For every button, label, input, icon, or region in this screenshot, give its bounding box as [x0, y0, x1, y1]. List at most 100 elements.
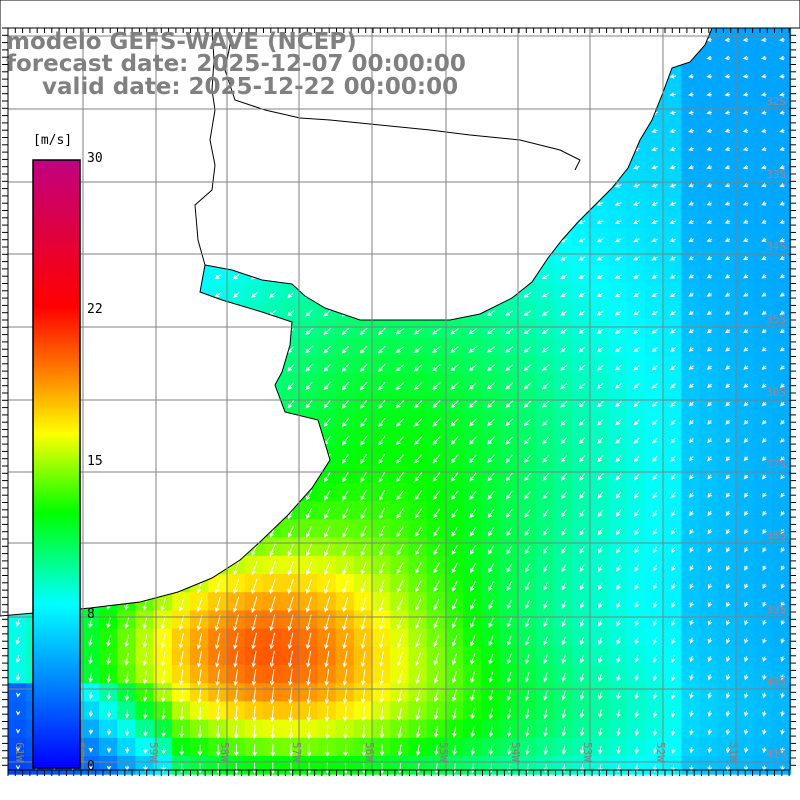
- speed-cell: [772, 719, 792, 739]
- wind-arrow: [779, 37, 785, 43]
- speed-cell: [408, 701, 428, 721]
- wind-arrow: [707, 747, 712, 754]
- speed-cell: [736, 464, 755, 484]
- speed-cell: [281, 646, 300, 666]
- wind-arrow: [616, 528, 622, 536]
- speed-cell: [681, 392, 701, 411]
- speed-cell: [645, 228, 664, 247]
- wind-arrow: [360, 507, 367, 520]
- speed-cell: [736, 173, 755, 193]
- colorbar-tick-0: 0: [87, 759, 95, 774]
- wind-arrow: [689, 692, 694, 700]
- speed-cell: [554, 410, 573, 429]
- wind-arrow: [651, 292, 658, 298]
- wind-arrow: [305, 399, 313, 409]
- wind-arrow: [415, 562, 422, 574]
- wind-arrow: [762, 565, 767, 571]
- speed-cell: [335, 683, 355, 702]
- speed-cell: [135, 683, 155, 702]
- speed-cell: [190, 719, 209, 739]
- wind-arrow: [651, 365, 658, 371]
- wind-arrow: [779, 346, 785, 352]
- speed-cell: [517, 392, 537, 411]
- speed-cell: [535, 592, 555, 611]
- speed-cell: [317, 683, 337, 702]
- speed-cell: [663, 337, 682, 357]
- wind-arrow: [689, 601, 694, 608]
- speed-cell: [754, 264, 773, 284]
- speed-cell: [608, 610, 628, 630]
- wind-arrow: [688, 183, 694, 188]
- wind-arrow: [598, 709, 603, 719]
- wind-arrow: [651, 146, 658, 152]
- wind-arrow: [615, 401, 622, 408]
- wind-arrow: [524, 527, 531, 537]
- wind-arrow: [706, 255, 712, 261]
- speed-cell: [717, 646, 737, 666]
- wind-arrow: [633, 383, 640, 389]
- wind-arrow: [179, 706, 184, 721]
- speed-cell: [772, 155, 792, 175]
- wind-arrow: [360, 615, 367, 631]
- speed-cell: [572, 537, 591, 557]
- wind-arrow: [124, 634, 129, 648]
- speed-cell: [663, 355, 682, 375]
- wind-arrow: [742, 110, 749, 115]
- speed-cell: [626, 337, 646, 357]
- speed-cell: [626, 683, 646, 702]
- speed-cell: [8, 665, 27, 684]
- wind-arrow: [506, 599, 512, 610]
- wind-arrow: [634, 709, 639, 719]
- speed-cell: [645, 319, 664, 338]
- speed-cell: [535, 483, 555, 502]
- speed-cell: [444, 701, 464, 721]
- wind-arrow: [377, 327, 386, 336]
- wind-arrow: [670, 546, 676, 554]
- wind-arrow: [669, 365, 677, 371]
- speed-cell: [390, 519, 409, 539]
- speed-cell: [736, 683, 755, 702]
- wind-arrow: [287, 596, 294, 613]
- wind-arrow: [669, 292, 677, 297]
- speed-cell: [590, 264, 610, 284]
- speed-cell: [353, 410, 373, 429]
- wind-arrow: [287, 363, 295, 372]
- speed-cell: [717, 173, 737, 193]
- wind-arrow: [251, 596, 258, 613]
- wind-arrow: [651, 328, 658, 334]
- wind-arrow: [360, 471, 367, 483]
- speed-cell: [717, 737, 737, 757]
- speed-cell: [117, 701, 136, 721]
- wind-arrow: [561, 563, 567, 573]
- wind-arrow: [780, 511, 785, 517]
- speed-cell: [463, 683, 482, 702]
- wind-arrow: [578, 418, 586, 426]
- speed-cell: [372, 464, 391, 484]
- wind-arrow: [634, 582, 639, 591]
- wind-arrow: [762, 674, 767, 681]
- wind-arrow: [707, 438, 712, 444]
- wind-arrow: [379, 762, 385, 775]
- wind-arrow: [633, 328, 640, 334]
- wind-arrow: [615, 491, 622, 499]
- speed-cell: [754, 665, 773, 684]
- speed-cell: [244, 646, 264, 666]
- speed-cell: [717, 483, 737, 502]
- wind-arrow: [488, 635, 494, 647]
- wind-arrow: [287, 309, 295, 317]
- wind-arrow: [541, 274, 550, 279]
- wind-arrow: [468, 346, 477, 353]
- speed-cell: [626, 537, 646, 557]
- wind-arrow: [450, 382, 459, 390]
- wind-arrow: [762, 620, 767, 626]
- speed-cell: [390, 628, 409, 648]
- speed-cell: [353, 555, 373, 575]
- wind-arrow: [415, 598, 422, 611]
- valid-date: valid date: 2025-12-22 00:00:00: [42, 74, 459, 100]
- wind-arrow: [688, 256, 694, 261]
- wind-arrow: [379, 688, 384, 704]
- wind-arrow: [597, 546, 603, 554]
- wind-arrow: [634, 546, 640, 554]
- speed-cell: [299, 719, 318, 739]
- speed-cell: [626, 319, 646, 338]
